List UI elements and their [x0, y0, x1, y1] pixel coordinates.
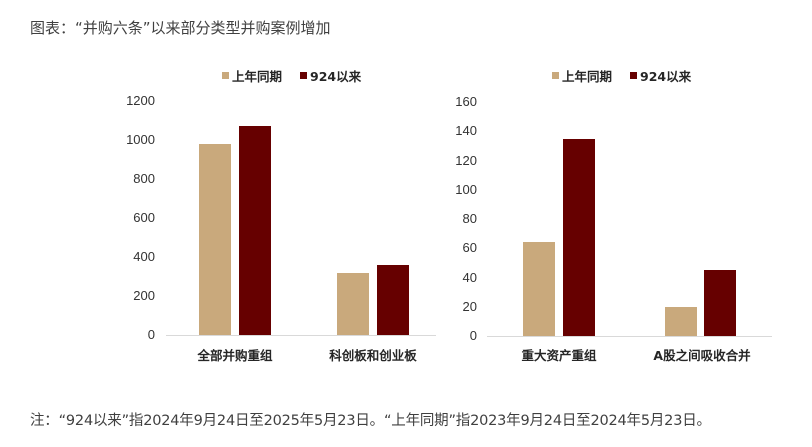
legend-swatch-since-924	[300, 72, 308, 79]
footnote: 注：“924以来”指2024年9月24日至2025年5月23日。“上年同期”指2…	[30, 413, 711, 429]
y-tick-label: 40	[462, 269, 477, 285]
x-label: 全部并购重组	[197, 348, 273, 363]
legend-item-since-924: 924以来	[630, 66, 691, 85]
bar	[523, 242, 555, 336]
y-tick-label: 200	[133, 288, 155, 303]
x-axis-line	[166, 335, 436, 336]
bar	[377, 264, 409, 335]
legend-item-prior-year: 上年同期	[552, 66, 612, 85]
x-axis-line	[487, 336, 772, 337]
legend-item-prior-year: 上年同期	[222, 66, 282, 85]
x-label: 科创板和创业板	[329, 348, 417, 363]
legend-swatch-prior-year	[552, 72, 559, 79]
y-tick-label: 0	[469, 328, 477, 343]
legend-label: 924以来	[640, 69, 692, 84]
legend-label: 上年同期	[232, 69, 283, 84]
y-tick-label: 800	[133, 171, 155, 186]
y-tick-label: 160	[455, 94, 477, 109]
bar	[199, 143, 231, 335]
bar	[337, 272, 369, 335]
bar	[665, 306, 697, 336]
y-tick-label: 20	[462, 298, 477, 314]
legend-item-since-924: 924以来	[300, 66, 361, 85]
y-tick-label: 120	[455, 152, 477, 168]
y-tick-label: 600	[133, 210, 155, 225]
legend-label: 上年同期	[562, 69, 613, 84]
y-tick-label: 400	[133, 249, 155, 264]
legend-swatch-since-924	[630, 72, 638, 79]
y-tick-label: 140	[455, 123, 477, 139]
legend-label: 924以来	[310, 69, 362, 84]
figure-title: 图表：“并购六条”以来部分类型并购案例增加	[30, 19, 331, 37]
bar	[563, 138, 595, 336]
bar	[704, 270, 736, 336]
legend-left: 上年同期 924以来	[222, 66, 379, 85]
x-label: 重大资产重组	[521, 348, 597, 363]
legend-right: 上年同期 924以来	[552, 66, 709, 85]
y-tick-label: 0	[147, 327, 155, 342]
legend-swatch-prior-year	[222, 72, 229, 79]
y-tick-label: 60	[462, 240, 477, 256]
y-tick-label: 1000	[126, 132, 155, 147]
x-label: A股之间吸收合并	[653, 348, 751, 363]
y-tick-label: 80	[462, 211, 477, 226]
y-tick-label: 1200	[126, 93, 155, 108]
y-tick-label: 100	[455, 181, 477, 197]
bar	[239, 125, 271, 335]
